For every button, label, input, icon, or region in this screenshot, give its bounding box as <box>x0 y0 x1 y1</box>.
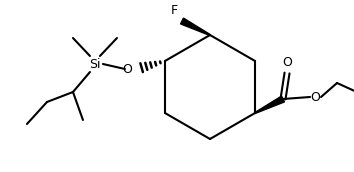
Polygon shape <box>255 96 285 114</box>
Text: Si: Si <box>89 57 101 71</box>
Text: O: O <box>310 90 320 104</box>
Polygon shape <box>181 18 210 35</box>
Text: O: O <box>122 62 132 76</box>
Text: O: O <box>282 56 292 69</box>
Text: F: F <box>171 4 178 17</box>
